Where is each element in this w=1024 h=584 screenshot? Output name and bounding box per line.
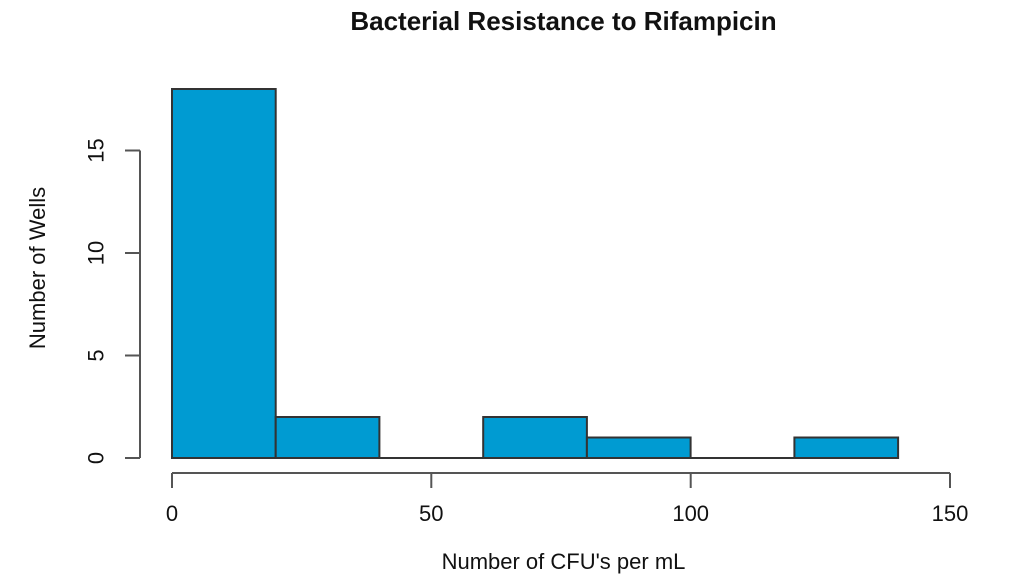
- y-tick-label: 5: [84, 349, 109, 361]
- x-axis-label: Number of CFU's per mL: [441, 549, 686, 574]
- x-tick-label: 50: [419, 501, 443, 526]
- y-axis-label: Number of Wells: [25, 186, 50, 350]
- histogram-bar: [171, 88, 277, 459]
- y-tick-label: 0: [84, 452, 109, 464]
- histogram-bar: [585, 436, 692, 459]
- histogram-bar: [793, 436, 900, 459]
- x-tick-label: 150: [932, 501, 969, 526]
- histogram-bar: [274, 416, 381, 459]
- y-tick-label: 10: [84, 241, 109, 265]
- histogram-bar: [482, 416, 588, 459]
- y-tick-label: 15: [84, 138, 109, 162]
- x-tick-label: 0: [166, 501, 178, 526]
- x-tick-label: 100: [672, 501, 709, 526]
- chart-title: Bacterial Resistance to Rifampicin: [350, 6, 777, 36]
